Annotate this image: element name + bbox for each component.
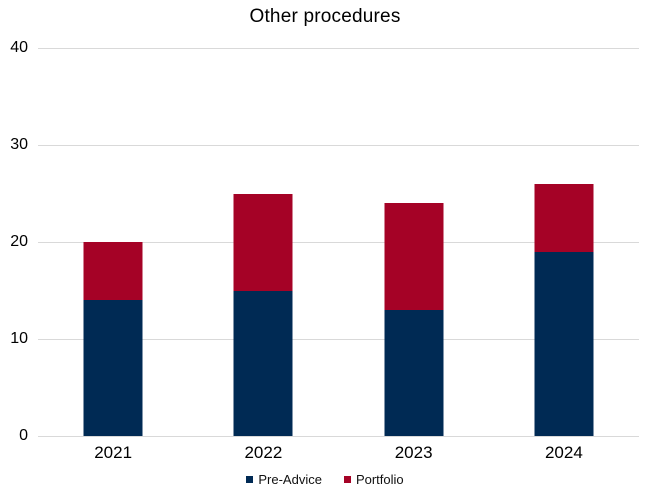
bar-slot-2022 [188, 48, 338, 436]
legend-item-pre-advice: Pre-Advice [246, 472, 322, 487]
bar-segment-pre-advice-2023 [384, 309, 444, 436]
bar-stack-2024 [534, 183, 594, 436]
gridline-0 [38, 435, 639, 437]
bar-segment-pre-advice-2021 [83, 300, 143, 436]
bar-segment-portfolio-2022 [233, 193, 293, 291]
bar-segment-portfolio-2023 [384, 203, 444, 310]
gridline-10 [38, 338, 639, 340]
bar-stack-2023 [384, 203, 444, 436]
x-tick-label-2022: 2022 [244, 443, 283, 462]
x-tick-label-2023: 2023 [394, 443, 433, 462]
y-tick-label-40: 40 [10, 39, 28, 56]
gridline-20 [38, 241, 639, 243]
bar-stack-2021 [83, 242, 143, 436]
bar-stack-2022 [233, 193, 293, 436]
legend-swatch-icon [343, 476, 351, 483]
bar-slot-2021 [38, 48, 188, 436]
y-axis: 0 10 20 30 40 [0, 39, 28, 444]
y-tick-label-10: 10 [10, 330, 28, 347]
legend-label: Pre-Advice [258, 472, 322, 487]
bars-layer [38, 48, 639, 436]
y-tick-label-20: 20 [10, 233, 28, 250]
x-tick-label-2021: 2021 [94, 443, 133, 462]
legend-item-portfolio: Portfolio [343, 472, 404, 487]
bar-slot-2023 [339, 48, 489, 436]
legend-label: Portfolio [355, 472, 404, 487]
bar-segment-portfolio-2024 [534, 183, 594, 252]
y-tick-label-0: 0 [19, 427, 28, 444]
legend: Pre-Advice Portfolio [0, 472, 650, 487]
bar-segment-pre-advice-2024 [534, 251, 594, 436]
x-axis: 2021 2022 2023 2024 [38, 443, 639, 463]
bar-segment-pre-advice-2022 [233, 290, 293, 436]
plot-area [38, 47, 639, 437]
gridline-40 [38, 47, 639, 49]
legend-swatch-icon [246, 476, 254, 483]
x-tick-label-2024: 2024 [544, 443, 583, 462]
bar-slot-2024 [489, 48, 639, 436]
gridline-30 [38, 144, 639, 146]
bar-segment-portfolio-2021 [83, 242, 143, 301]
chart-title: Other procedures [249, 6, 401, 27]
y-tick-label-30: 30 [10, 136, 28, 153]
